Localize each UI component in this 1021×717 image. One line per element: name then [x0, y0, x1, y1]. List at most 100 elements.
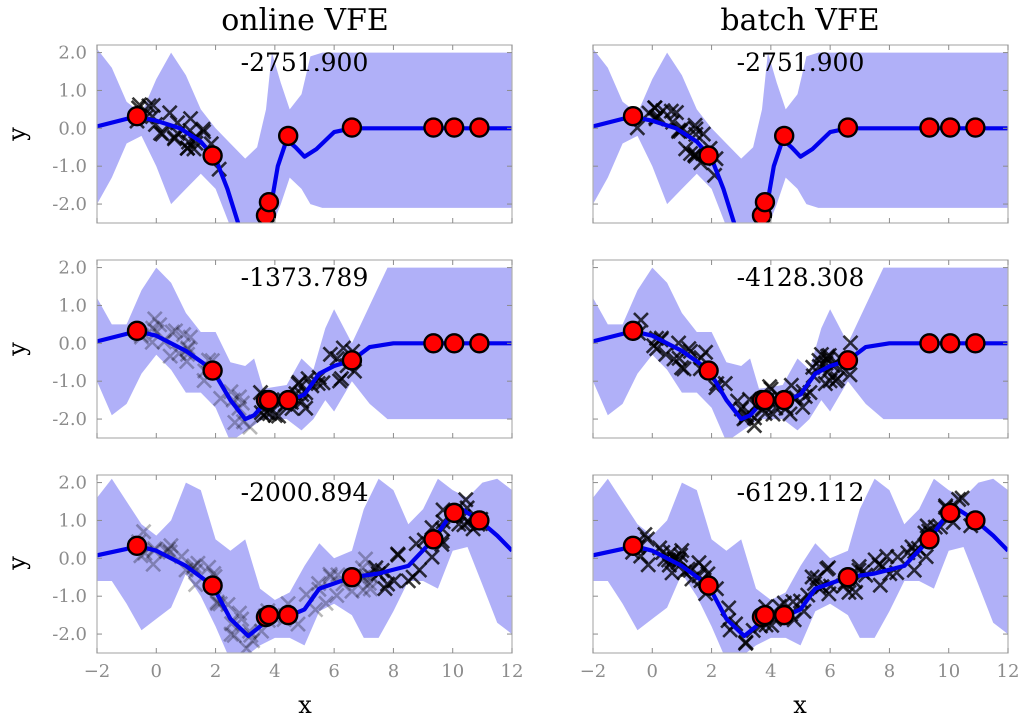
observation-marker [842, 334, 859, 351]
panel-annotation: -6129.112 [737, 478, 865, 507]
panel-frame [96, 259, 513, 439]
inducing-point [622, 105, 644, 127]
observation-marker [820, 559, 837, 576]
y-axis-label-row-2: y [3, 342, 31, 357]
observation-marker [695, 126, 712, 142]
observation-marker [231, 388, 248, 405]
x-tick-label: 12 [501, 661, 524, 682]
inducing-point [443, 117, 465, 138]
y-axis-label-row-3: y [3, 556, 31, 571]
observation-marker [386, 572, 402, 589]
inducing-point [469, 510, 490, 531]
observation-marker [200, 559, 217, 576]
inducing-point [773, 604, 795, 626]
y-tick-label: 1.0 [58, 80, 87, 101]
inducing-point [698, 575, 719, 596]
x-tick-label: 2 [706, 661, 717, 682]
observation-marker [270, 408, 287, 425]
panel-r2-c1: −2 0 2 4 6 8 10 12 -6129.112 [580, 474, 1019, 682]
observation-marker [333, 370, 350, 387]
y-tick-label: 2.0 [58, 43, 87, 64]
inducing-point [837, 567, 859, 588]
inducing-point [126, 105, 148, 127]
x-tick-label: 2 [210, 661, 221, 682]
panel-frame [96, 44, 513, 224]
observation-marker [657, 346, 674, 363]
observation-marker [195, 121, 211, 138]
observation-marker [646, 99, 663, 116]
y-tick-label: 0.0 [58, 548, 87, 569]
observation-marker [166, 130, 183, 147]
panel-annotation: -4128.308 [737, 263, 865, 292]
y-tick-label: 1.0 [58, 510, 87, 531]
observation-marker [223, 626, 240, 643]
inducing-point [443, 502, 465, 524]
observation-marker [182, 110, 199, 127]
inducing-point [277, 604, 299, 626]
observation-marker [688, 121, 704, 137]
observation-marker [209, 595, 226, 612]
inducing-point [773, 389, 795, 411]
inducing-point [698, 360, 719, 381]
plot-area [97, 478, 512, 653]
observation-marker [390, 547, 407, 564]
panel-r1-c1: -4128.308 [592, 259, 1009, 439]
observation-marker [697, 344, 714, 361]
plot-area [593, 48, 1008, 223]
x-tick-label: −2 [84, 661, 111, 682]
observation-marker [162, 348, 179, 365]
observation-marker [424, 549, 440, 565]
panel-annotation: -2751.900 [241, 48, 369, 77]
observation-marker [151, 316, 168, 333]
inducing-point [341, 350, 363, 371]
plot-area [97, 267, 512, 438]
observation-marker [906, 562, 923, 579]
observation-marker [318, 595, 334, 612]
inducing-point [965, 510, 986, 531]
x-tick-label: 6 [328, 661, 339, 682]
x-tick-label: 0 [647, 661, 658, 682]
column-title-online: online VFE [221, 3, 389, 38]
y-tick-label: -2.0 [52, 624, 87, 645]
observation-marker [362, 580, 379, 597]
observation-marker [783, 377, 800, 394]
inducing-point [919, 529, 940, 550]
observation-marker [640, 556, 657, 573]
observation-marker [226, 414, 243, 431]
inducing-point [919, 333, 940, 354]
observation-marker [328, 587, 345, 604]
observation-marker [187, 576, 204, 593]
inducing-point [837, 350, 859, 371]
observation-marker [175, 326, 192, 343]
observation-marker [145, 556, 162, 573]
observation-marker [146, 310, 163, 327]
inducing-point [258, 389, 280, 411]
observation-marker [189, 555, 206, 572]
observation-marker [822, 372, 838, 389]
inducing-point [423, 529, 444, 550]
observation-marker [727, 615, 744, 632]
observation-marker [355, 582, 372, 598]
observation-marker [179, 140, 196, 156]
observation-marker [307, 601, 324, 618]
uncertainty-band [97, 267, 512, 438]
inducing-point [202, 145, 223, 166]
observation-marker [152, 125, 169, 142]
inducing-point [277, 389, 299, 411]
panel-r1-c0: 2.0 1.0 0.0 -1.0 -2.0 -1373.789 [52, 258, 513, 439]
x-axis-label-right: x [793, 691, 807, 717]
inducing-point [939, 502, 961, 524]
inducing-point [126, 320, 148, 342]
uncertainty-band [593, 267, 1008, 438]
inducing-point [622, 320, 644, 342]
observation-marker [676, 564, 693, 580]
observation-marker [223, 615, 240, 632]
panel-frame [592, 259, 1009, 439]
y-tick-label: -2.0 [52, 194, 87, 215]
observation-marker [297, 400, 314, 417]
x-tick-label: 8 [884, 661, 895, 682]
x-tick-label: 6 [824, 661, 835, 682]
inducing-point [469, 117, 490, 138]
observation-marker [867, 551, 884, 568]
